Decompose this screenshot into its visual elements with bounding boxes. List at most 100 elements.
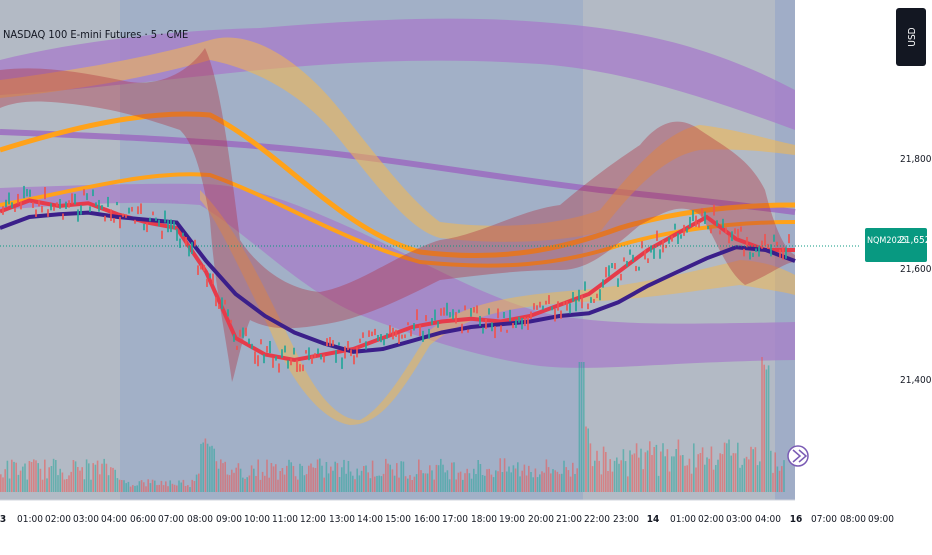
- volume-bar: [345, 473, 347, 492]
- volume-bar: [226, 474, 229, 492]
- volume-bar: [215, 461, 218, 492]
- candle: [185, 237, 187, 247]
- candle: [221, 297, 223, 310]
- candle: [86, 193, 88, 201]
- volume-bar: [679, 455, 682, 492]
- candle: [431, 318, 433, 325]
- candle: [617, 278, 619, 287]
- volume-bar: [591, 466, 594, 492]
- volume-bar: [545, 459, 548, 492]
- volume-bar: [761, 357, 763, 492]
- candle: [737, 228, 739, 239]
- volume-bar: [281, 468, 284, 492]
- volume-bar: [644, 452, 647, 492]
- volume-bar: [178, 480, 180, 492]
- volume-bar: [756, 465, 759, 492]
- candle: [563, 301, 565, 306]
- candle: [713, 204, 715, 216]
- volume-bar: [732, 453, 735, 492]
- candle: [611, 263, 613, 269]
- volume-bar: [138, 481, 141, 492]
- volume-bar: [44, 459, 46, 492]
- candle: [167, 220, 169, 233]
- candle: [233, 334, 235, 342]
- candle: [689, 216, 691, 227]
- volume-bar: [783, 460, 785, 492]
- volume-bar: [184, 486, 187, 492]
- time-label: 08:00: [187, 514, 213, 525]
- time-label: 17:00: [442, 514, 468, 525]
- candle: [674, 223, 676, 230]
- candle: [23, 185, 25, 199]
- volume-bar: [484, 475, 486, 492]
- volume-bar: [486, 469, 488, 492]
- volume-bar: [543, 472, 545, 492]
- candle: [530, 311, 532, 319]
- candle: [290, 358, 292, 366]
- candle: [56, 202, 58, 207]
- time-label: 21:00: [556, 514, 582, 525]
- volume-bar: [558, 474, 561, 492]
- candle: [203, 264, 205, 272]
- volume-bar: [127, 481, 130, 492]
- volume-bar: [149, 483, 152, 492]
- candle: [350, 349, 352, 357]
- time-label: 01:00: [17, 514, 43, 525]
- candle: [122, 213, 124, 218]
- volume-bar: [514, 468, 517, 492]
- currency-button-bg: [896, 8, 926, 66]
- volume-bar: [59, 468, 61, 492]
- candle: [623, 257, 625, 262]
- candle: [188, 245, 190, 257]
- replay-clock-icon[interactable]: [787, 445, 809, 467]
- volume-bar: [279, 471, 281, 492]
- volume-bar: [477, 460, 479, 492]
- candle: [368, 330, 370, 337]
- currency-button[interactable]: USD: [896, 8, 926, 66]
- time-label: 23:00: [613, 514, 639, 525]
- volume-bar: [671, 456, 673, 492]
- volume-bar: [266, 459, 268, 492]
- candle: [332, 340, 334, 347]
- volume-bar: [567, 470, 570, 492]
- candle: [155, 217, 157, 221]
- volume-bar: [759, 461, 761, 492]
- time-label: 11:00: [272, 514, 298, 525]
- candle: [302, 364, 304, 372]
- candle: [602, 279, 604, 288]
- volume-bar: [171, 483, 174, 492]
- volume-bar: [574, 474, 576, 492]
- orange-line-2: [0, 172, 796, 268]
- candle: [275, 356, 277, 361]
- price-tag[interactable]: NQM2025 21,652.00: [865, 228, 932, 262]
- volume-bar: [723, 442, 726, 492]
- candle: [773, 234, 775, 242]
- volume-bar: [413, 476, 416, 492]
- volume-bar: [151, 479, 154, 492]
- volume-bar: [17, 474, 20, 492]
- candle: [326, 338, 328, 347]
- volume-bar: [609, 459, 611, 492]
- volume-bar: [272, 466, 275, 492]
- candle: [296, 359, 298, 372]
- volume-bar: [96, 460, 99, 492]
- candle: [305, 350, 307, 354]
- candle: [179, 238, 181, 248]
- candle: [5, 199, 7, 208]
- candle: [503, 311, 505, 319]
- candle: [761, 240, 763, 249]
- volume-bar: [682, 455, 684, 492]
- candle: [380, 333, 382, 343]
- volume-bar: [752, 449, 754, 492]
- volume-bar: [259, 479, 262, 492]
- purple-middle-band: [0, 183, 795, 368]
- volume-bar: [41, 479, 44, 492]
- volume-bar: [506, 471, 508, 492]
- time-label: 12:00: [300, 514, 326, 525]
- candle: [695, 215, 697, 227]
- volume-bar: [706, 457, 708, 492]
- volume-bar: [528, 465, 530, 492]
- volume-bar: [382, 473, 385, 492]
